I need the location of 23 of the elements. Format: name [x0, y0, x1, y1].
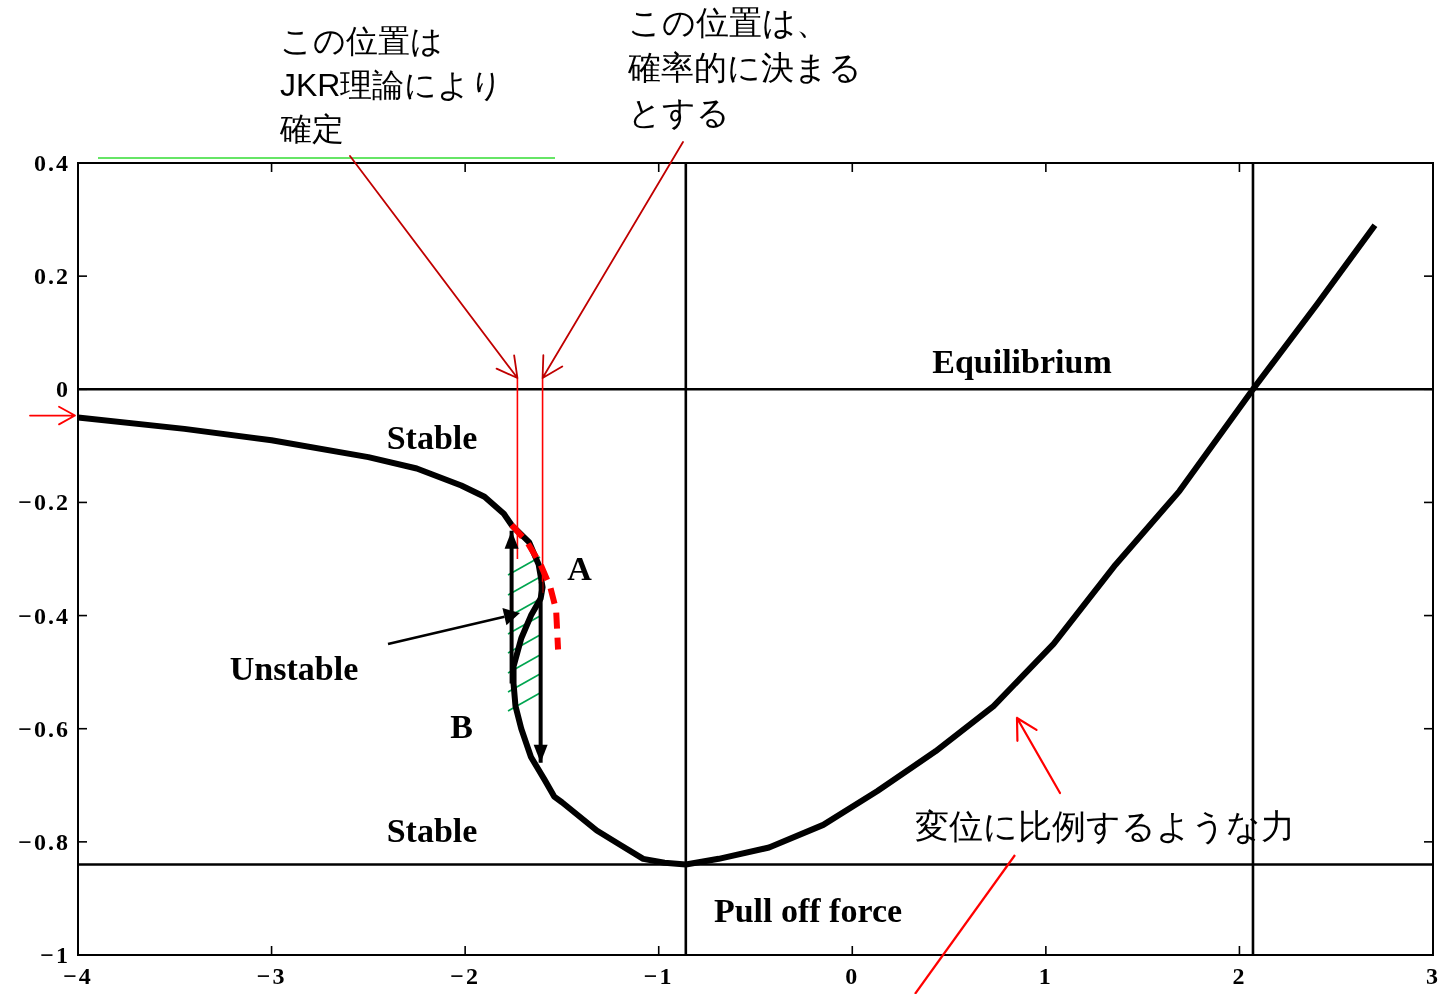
- x-tick-label: −1: [643, 963, 674, 989]
- x-tick-label: −2: [450, 963, 480, 989]
- annotation-text: Stable: [386, 811, 478, 849]
- x-tick-label: 2: [1232, 963, 1247, 989]
- y-tick-label: −0.8: [18, 828, 70, 855]
- x-tick-label: −3: [256, 963, 287, 989]
- annotation-text: Unstable: [229, 649, 359, 687]
- x-tick-label: 3: [1426, 963, 1440, 989]
- y-tick-label: −0.6: [18, 715, 70, 742]
- y-tick-label: 0: [56, 376, 70, 403]
- y-tick-label: 0.2: [34, 263, 70, 290]
- y-tick-label: −0.2: [18, 489, 70, 516]
- y-tick-label: −0.4: [18, 602, 70, 629]
- ref-line-label: Pull off force: [713, 892, 903, 929]
- annotation-text: この位置はJKR理論により確定: [280, 23, 504, 147]
- annotation-text: この位置は、確率的に決まるとする: [628, 4, 862, 131]
- x-tick-label: 0: [845, 963, 860, 989]
- annotation-text: Stable: [386, 418, 478, 456]
- annotation-text: B: [450, 707, 473, 745]
- ref-line-label: Equilibrium: [932, 342, 1112, 380]
- y-tick-label: 0.4: [34, 150, 70, 176]
- x-tick-label: 1: [1038, 963, 1053, 989]
- annotation-text: A: [567, 549, 592, 587]
